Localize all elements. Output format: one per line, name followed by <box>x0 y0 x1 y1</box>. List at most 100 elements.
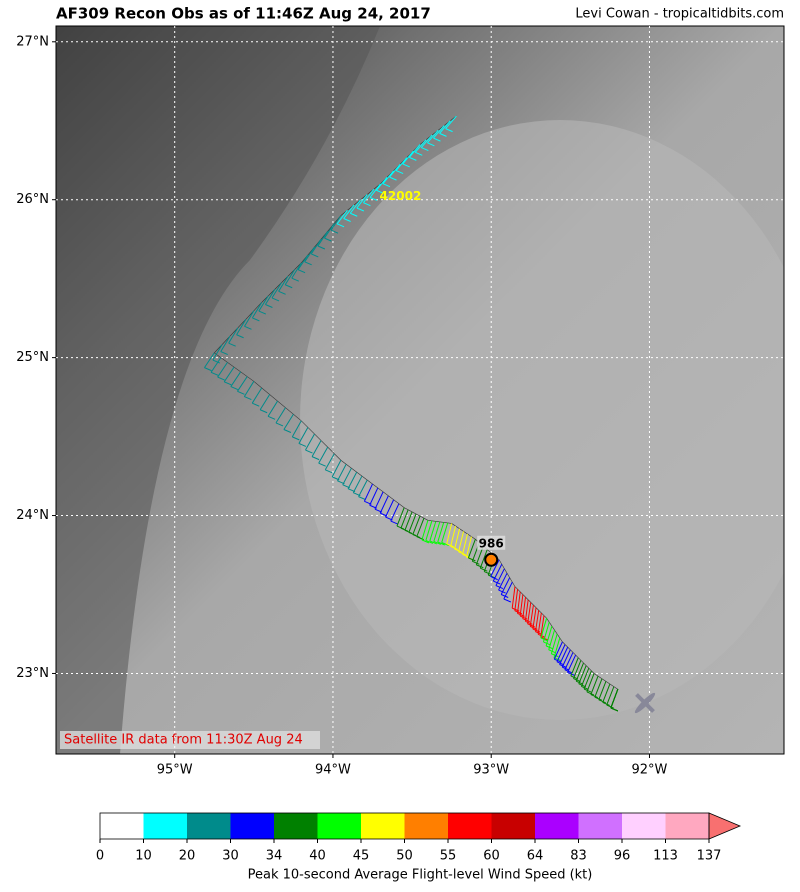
wind-barb <box>586 673 595 693</box>
barb-flag <box>325 469 333 474</box>
wind-barb <box>347 471 358 489</box>
wind-barb <box>500 577 511 595</box>
wind-barb <box>545 625 553 647</box>
colorbar-bin <box>665 813 709 839</box>
wind-barb <box>561 649 571 668</box>
barb-flag <box>602 701 610 706</box>
wind-barb <box>542 621 550 643</box>
barb-flag <box>324 237 332 242</box>
wind-barb <box>251 302 263 319</box>
wind-barb <box>439 120 451 134</box>
colorbar-tick-label: 10 <box>135 849 152 864</box>
x-tick-label: 92°W <box>632 763 668 778</box>
barb-flag <box>343 218 351 222</box>
barb-flag <box>236 334 244 339</box>
barb-flag <box>484 571 492 576</box>
barb-flag <box>292 436 300 441</box>
wind-barb <box>324 223 335 239</box>
wind-barb <box>602 683 611 703</box>
wind-barb <box>594 678 603 698</box>
wind-barb <box>553 637 561 658</box>
wind-barb <box>363 188 375 204</box>
barb-flag <box>204 367 212 372</box>
wind-barb <box>559 646 569 665</box>
wind-barb <box>511 586 516 609</box>
wind-barb <box>564 652 574 670</box>
wind-barb <box>408 144 421 158</box>
wind-barb <box>540 615 545 637</box>
barb-flag <box>358 496 366 501</box>
wind-barb <box>278 275 289 292</box>
wind-barb <box>537 612 542 635</box>
barb-flag <box>267 415 276 420</box>
wind-barb <box>441 522 449 543</box>
x-tick-label: 94°W <box>315 763 351 778</box>
wind-barb <box>425 520 433 541</box>
wind-barb <box>396 507 405 527</box>
barb-flag <box>468 557 476 562</box>
barb-flag <box>490 576 498 581</box>
colorbar-bin <box>535 813 579 839</box>
wind-barb <box>379 495 389 514</box>
barb-flag <box>278 290 286 295</box>
barb-flag <box>252 402 260 407</box>
colorbar-bin <box>361 813 405 839</box>
barb-flag <box>495 585 504 590</box>
wind-barb <box>420 134 433 148</box>
wind-barb <box>446 523 453 544</box>
wind-barb <box>429 521 437 542</box>
wind-barb <box>223 366 235 383</box>
wind-barb <box>204 352 215 368</box>
barb-flag <box>363 202 371 207</box>
barb-flag <box>472 560 480 565</box>
colorbar-bin <box>187 813 231 839</box>
wind-barb <box>466 536 472 558</box>
wind-barb-group <box>553 641 577 676</box>
wind-barb <box>575 662 584 682</box>
wind-barb <box>352 475 363 493</box>
wind-barb <box>598 681 607 700</box>
y-tick-label: 26°N <box>16 192 49 207</box>
wind-barb <box>331 460 342 478</box>
wind-barb <box>606 686 615 706</box>
aircraft-icon <box>634 692 656 714</box>
barb-flag <box>454 548 462 553</box>
wind-barb <box>550 633 558 654</box>
barb-flag <box>433 137 441 142</box>
wind-barb <box>310 238 322 255</box>
barb-flag <box>586 691 595 696</box>
wind-barb <box>548 629 556 650</box>
colorbar-tick-label: 55 <box>440 849 457 864</box>
barb-flag <box>252 317 260 322</box>
colorbar-bin <box>230 813 274 839</box>
barb-flag <box>402 163 410 168</box>
wind-barb <box>317 231 329 247</box>
wind-barb <box>297 254 309 270</box>
barb-flag <box>500 594 509 598</box>
wind-barb <box>390 503 400 522</box>
barb-flag <box>230 386 239 391</box>
wind-barb-group <box>414 115 457 156</box>
wind-barb <box>337 463 347 482</box>
wind-barb-group <box>421 520 449 546</box>
wind-barb <box>535 610 540 632</box>
wind-barb <box>311 440 322 457</box>
wind-barb-group <box>331 460 368 501</box>
colorbar-bin <box>448 813 492 839</box>
barb-flag <box>291 277 300 282</box>
barb-flag <box>244 325 252 330</box>
colorbar-tick-label: 34 <box>266 849 283 864</box>
barb-flag <box>441 542 449 546</box>
wind-barb <box>363 483 373 502</box>
wind-barb <box>324 453 335 471</box>
y-tick-label: 24°N <box>16 508 49 523</box>
barb-flag <box>244 396 252 401</box>
barb-flag <box>390 520 398 525</box>
barb-flag <box>228 342 236 347</box>
barb-flag <box>567 671 575 676</box>
colorbar-bin <box>491 813 535 839</box>
wind-barb <box>421 520 429 541</box>
barb-flag <box>297 269 306 274</box>
wind-barb <box>404 511 413 531</box>
wind-barb <box>267 400 278 417</box>
